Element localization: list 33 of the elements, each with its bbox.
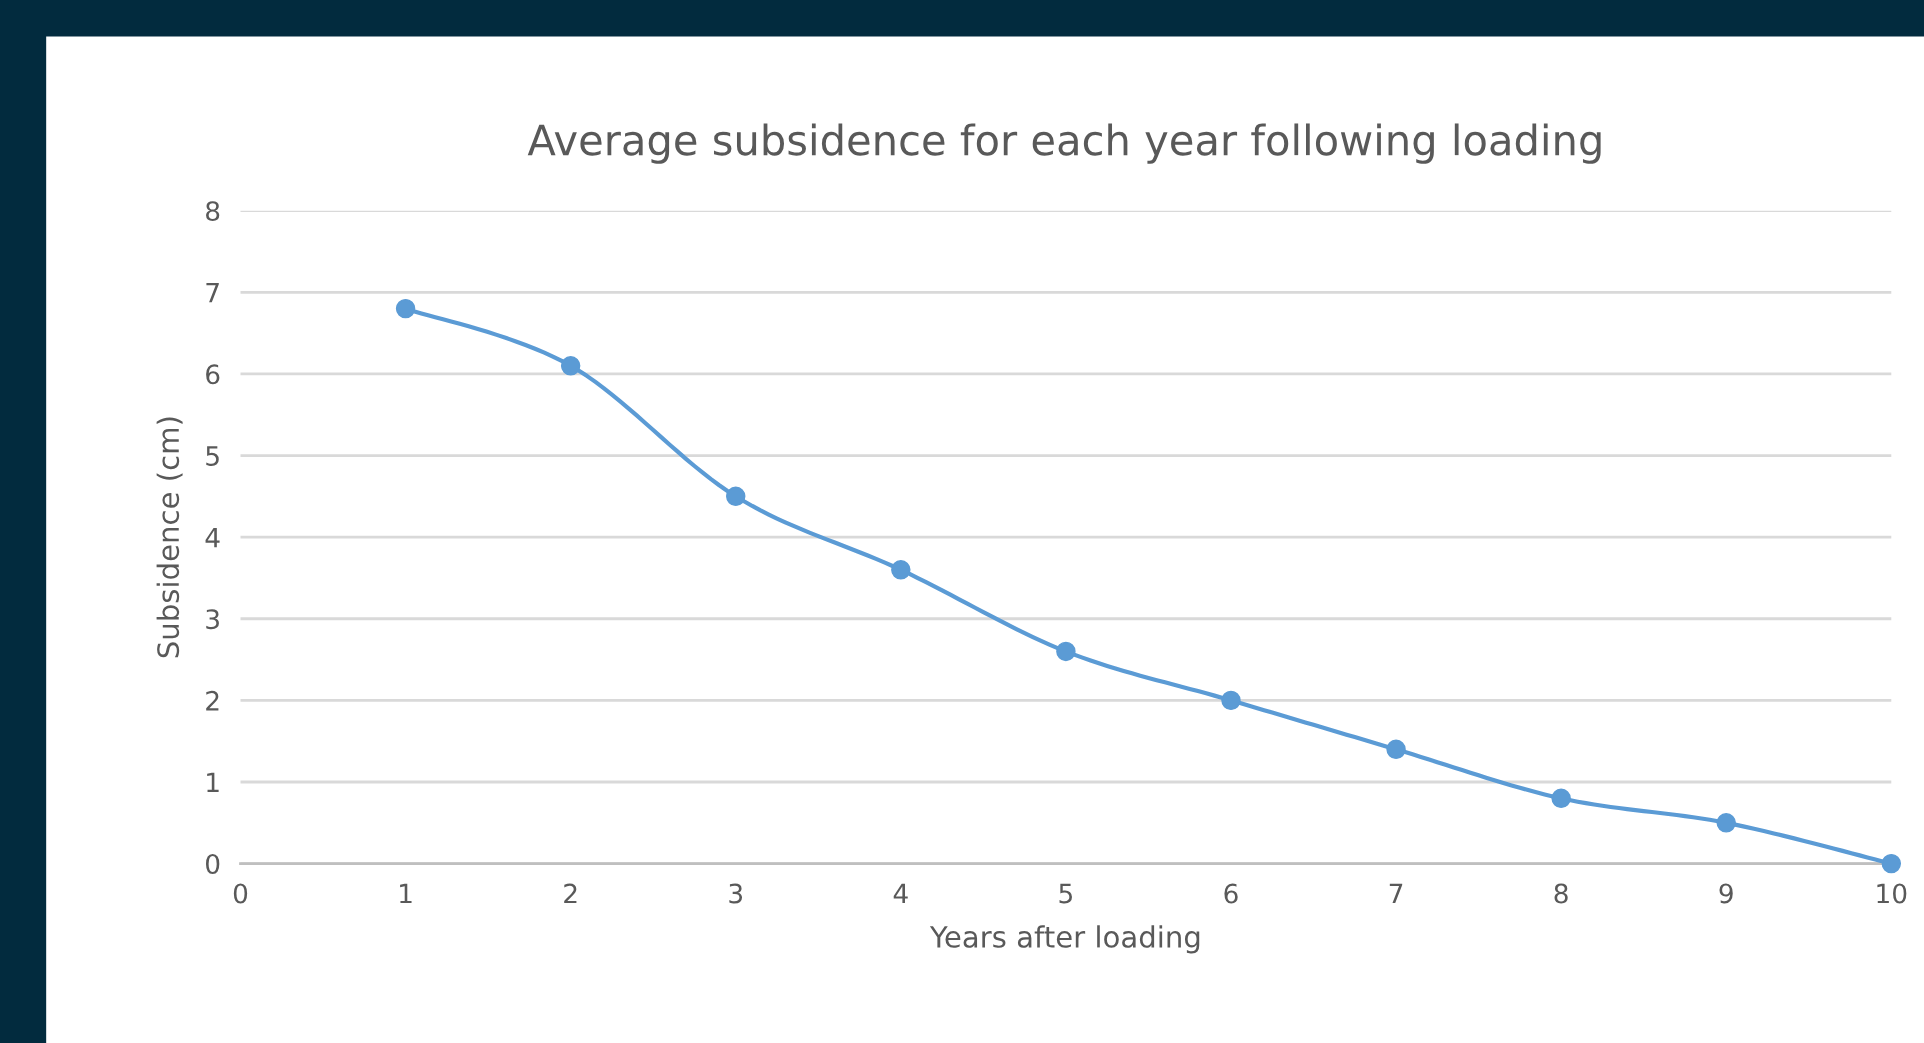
- y-tick-label: 7: [206, 283, 219, 303]
- point: [560, 356, 581, 376]
- x-tick-label: 4: [893, 883, 908, 904]
- point: [891, 560, 911, 580]
- point: [726, 486, 746, 507]
- y-tick-label: 5: [206, 446, 219, 466]
- x-tick-label: 3: [729, 883, 743, 904]
- point: [1716, 813, 1736, 833]
- x-axis-title: Years after loading: [929, 925, 1200, 954]
- y-tick-label: 6: [206, 364, 220, 385]
- y-tick-label: 8: [206, 201, 220, 222]
- point: [1221, 690, 1241, 711]
- y-tick-label: 1: [207, 772, 219, 793]
- y-tick-label: 0: [206, 854, 220, 874]
- x-tick-label: 6: [1224, 883, 1238, 904]
- y-axis-title: Subsidence (cm): [156, 417, 183, 658]
- x-tick-label: 9: [1719, 883, 1733, 904]
- y-tick-label: 3: [206, 609, 219, 630]
- chart-title: Average subsidence for each year following loading: [527, 123, 1601, 164]
- point: [1881, 853, 1902, 874]
- x-tick-label: 8: [1554, 883, 1568, 904]
- y-tick-label: 2: [206, 690, 219, 711]
- x-tick-label: 10: [1877, 883, 1907, 904]
- point: [1386, 739, 1406, 760]
- point: [1056, 641, 1076, 662]
- point: [395, 298, 416, 319]
- x-tick-label: 0: [233, 883, 248, 904]
- x-tick-label: 7: [1389, 883, 1403, 904]
- x-tick-label: 1: [400, 883, 412, 904]
- point: [1551, 788, 1571, 809]
- x-tick-label: 5: [1059, 883, 1072, 904]
- x-tick-label: 2: [564, 883, 577, 904]
- y-tick-label: 4: [205, 527, 220, 548]
